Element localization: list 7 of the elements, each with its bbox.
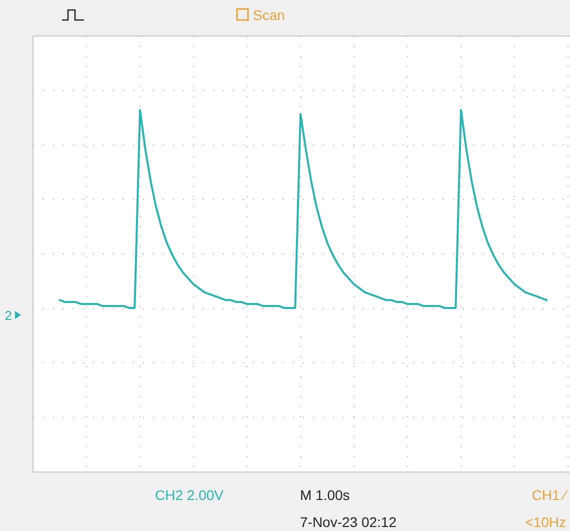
text: CH2 2.00V xyxy=(155,487,224,503)
text: CH1 ∕ xyxy=(532,487,569,503)
text: <10Hz xyxy=(525,514,566,530)
text: Scan xyxy=(253,7,285,23)
text: 7-Nov-23 02:12 xyxy=(300,514,397,530)
text: M 1.00s xyxy=(300,487,350,503)
text: 2 xyxy=(4,308,12,323)
